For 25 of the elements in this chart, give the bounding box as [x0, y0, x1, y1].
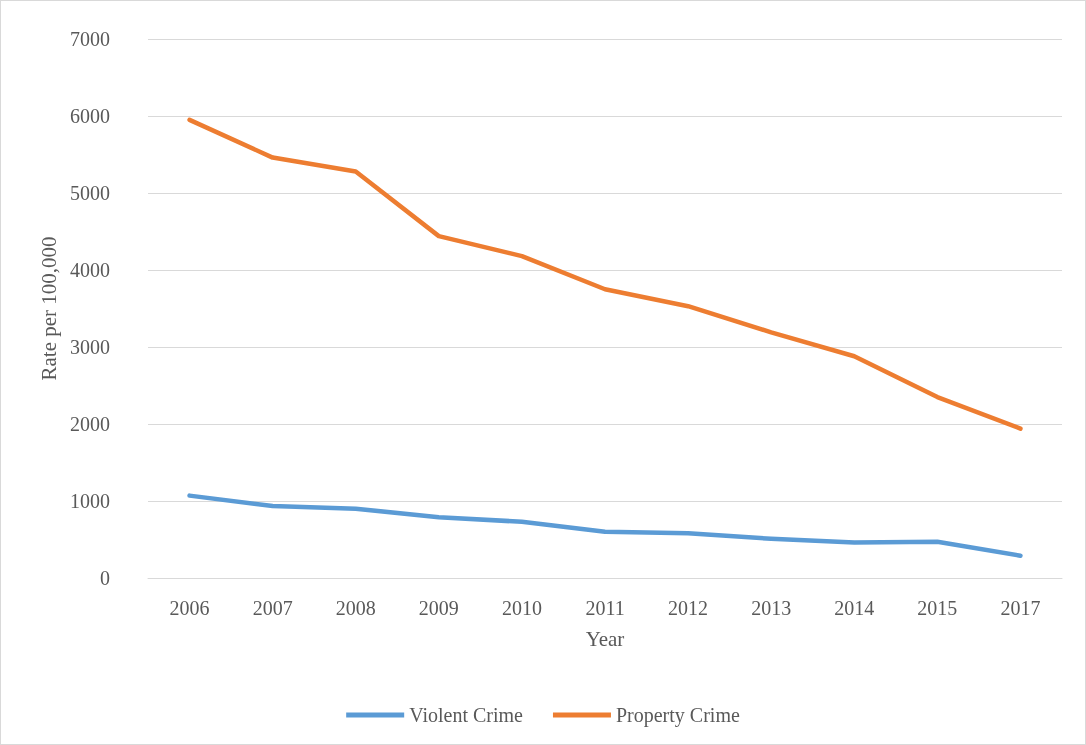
x-tick-label: 2014	[834, 597, 875, 619]
line-series	[187, 117, 1023, 431]
x-tick-label: 2010	[501, 597, 542, 619]
x-tick-label: 2007	[252, 597, 293, 619]
y-tick-label: 0	[100, 567, 110, 589]
line-series	[187, 493, 1023, 558]
x-tick-label: 2009	[418, 597, 459, 619]
x-tick-label: 2012	[668, 597, 709, 619]
legend-label: Violent Crime	[409, 704, 524, 726]
y-tick-label: 4000	[70, 259, 110, 281]
y-tick-label: 1000	[70, 490, 110, 512]
y-axis-title: Rate per 100,000	[36, 236, 61, 381]
y-tick-label: 6000	[70, 105, 110, 127]
x-tick-label: 2013	[751, 597, 792, 619]
y-tick-label: 7000	[70, 28, 110, 50]
x-tick-label: 2008	[335, 597, 376, 619]
y-tick-label: 5000	[70, 182, 110, 204]
y-tick-label: 2000	[70, 413, 110, 435]
legend-label: Property Crime	[615, 704, 740, 727]
y-tick-label: 3000	[70, 336, 110, 358]
x-tick-label: 2011	[585, 597, 625, 619]
x-tick-label: 2006	[169, 597, 210, 619]
x-tick-label: 2017	[1000, 597, 1041, 619]
x-tick-label: 2015	[917, 597, 958, 619]
x-axis-title: Year	[585, 626, 625, 651]
